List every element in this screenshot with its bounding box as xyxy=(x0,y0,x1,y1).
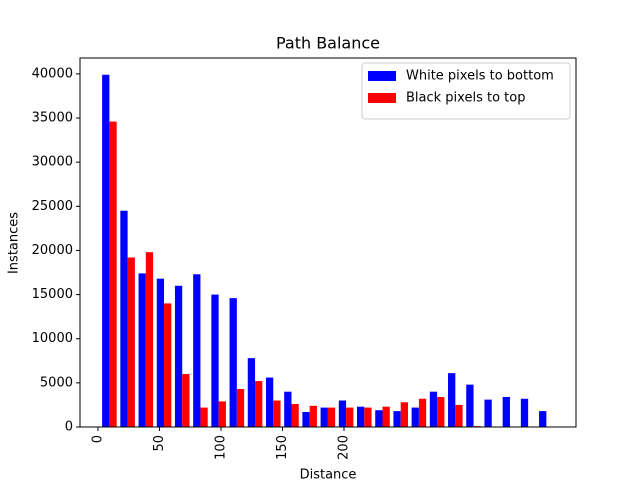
bar xyxy=(236,389,245,427)
bar xyxy=(484,399,492,427)
bar xyxy=(357,406,365,427)
bar xyxy=(145,252,154,427)
chart-title: Path Balance xyxy=(276,34,380,53)
bar xyxy=(120,210,128,427)
y-tick-label: 15000 xyxy=(32,287,73,302)
bar xyxy=(364,407,372,427)
bar xyxy=(211,294,219,427)
x-tick-label: 100 xyxy=(213,435,228,460)
bar xyxy=(109,121,117,427)
bar xyxy=(466,384,474,427)
bar xyxy=(284,391,292,427)
bar xyxy=(127,257,135,427)
bar xyxy=(156,278,165,427)
bar xyxy=(182,374,190,427)
x-tick-label: 200 xyxy=(336,435,351,460)
bar xyxy=(393,411,401,427)
y-tick-label: 30000 xyxy=(32,155,73,170)
y-tick-label: 25000 xyxy=(32,199,73,214)
y-tick-label: 10000 xyxy=(32,331,73,346)
bar xyxy=(273,400,281,427)
y-axis-label: Instances xyxy=(7,212,22,274)
bar xyxy=(455,404,463,427)
y-tick-label: 35000 xyxy=(32,111,73,126)
bar xyxy=(375,410,383,427)
bar xyxy=(382,406,390,427)
legend-box xyxy=(361,62,571,120)
bar xyxy=(400,402,408,427)
bar xyxy=(302,411,310,427)
y-tick-label: 5000 xyxy=(40,375,73,390)
bar xyxy=(218,401,226,427)
bar xyxy=(520,398,529,427)
bar xyxy=(448,373,456,427)
legend-swatch xyxy=(368,93,396,103)
bar xyxy=(174,285,183,427)
bar xyxy=(247,358,256,427)
y-tick-label: 0 xyxy=(65,420,73,435)
bar xyxy=(229,298,237,427)
plot-frame xyxy=(79,57,577,428)
bar xyxy=(411,407,419,427)
bar xyxy=(327,407,336,427)
bar xyxy=(255,381,263,427)
bar xyxy=(193,274,201,427)
bar xyxy=(346,407,354,427)
bar xyxy=(102,74,110,427)
bar xyxy=(418,398,427,427)
bar xyxy=(429,391,438,427)
bar xyxy=(437,396,445,427)
bar xyxy=(338,400,347,427)
bar xyxy=(502,396,510,427)
bar xyxy=(309,405,317,427)
y-tick-label: 40000 xyxy=(32,66,73,81)
x-tick-label: 150 xyxy=(275,435,290,460)
legend-swatch xyxy=(368,71,396,81)
bar xyxy=(138,273,146,427)
x-axis-label: Distance xyxy=(300,468,357,481)
bar xyxy=(200,407,208,427)
legend-label: Black pixels to top xyxy=(406,91,525,106)
bar xyxy=(164,303,172,427)
bar xyxy=(291,404,299,427)
bar xyxy=(265,377,274,427)
y-tick-label: 20000 xyxy=(32,243,73,258)
legend-label: White pixels to bottom xyxy=(406,69,554,84)
x-tick-label: 0 xyxy=(90,435,105,443)
x-tick-label: 50 xyxy=(152,435,167,452)
bar xyxy=(539,411,547,427)
bar xyxy=(320,407,328,427)
